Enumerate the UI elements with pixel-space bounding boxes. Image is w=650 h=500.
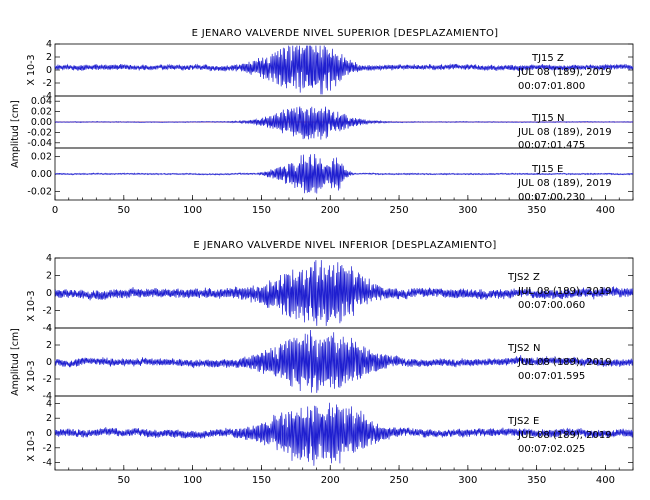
y-tick-label: 2 — [46, 340, 52, 351]
y-tick-label: 0.04 — [31, 96, 52, 107]
x-tick-label: 300 — [458, 475, 477, 486]
panel-upper-n: -0.04-0.020.000.020.04 TJ15 N JUL 08 (18… — [27, 95, 634, 151]
y-tick-label: -2 — [43, 374, 52, 385]
scale-label: X 10-3 — [26, 290, 37, 321]
y-tick-label: 2 — [46, 52, 52, 63]
waveform-line — [54, 329, 634, 393]
x-tick-label: 150 — [252, 205, 271, 216]
date-label: JUL 08 (189), 2019 — [517, 286, 612, 297]
y-ticks: -4 -2 0 2 4 — [43, 398, 633, 469]
y-tick-label: 4 — [46, 323, 52, 334]
y-tick-label: 0.00 — [31, 117, 52, 128]
y-tick-label: 4 — [46, 253, 52, 264]
x-axis-lower: 50 100 150 200 250 300 350 400 — [54, 465, 634, 486]
x-tick-label: 100 — [183, 475, 202, 486]
time-label: 00:07:02.025 — [518, 444, 585, 455]
date-label: JUL 08 (189), 2019 — [517, 430, 612, 441]
waveform-line — [54, 153, 634, 194]
date-label: JUL 08 (189), 2019 — [517, 178, 612, 189]
x-tick-label: 50 — [117, 205, 130, 216]
x-tick-label: 350 — [527, 475, 546, 486]
channel-label: TJ15 Z — [531, 53, 564, 64]
time-label: 00:07:01.595 — [518, 371, 585, 382]
y-tick-label: 4 — [46, 398, 52, 409]
waveform-trace — [55, 106, 634, 140]
time-label: 00:07:01.800 — [518, 81, 585, 92]
x-tick-label: 150 — [252, 475, 271, 486]
channel-label: TJS2 E — [507, 416, 539, 427]
x-tick-label: 250 — [390, 205, 409, 216]
waveform-line — [54, 260, 634, 326]
waveform-trace — [54, 329, 634, 393]
chart-title-lower: E JENARO VALVERDE NIVEL INFERIOR [DESPLA… — [193, 240, 496, 251]
chart-title-upper: E JENARO VALVERDE NIVEL SUPERIOR [DESPLA… — [192, 28, 499, 39]
waveform-trace — [54, 45, 634, 95]
y-tick-label: 0 — [46, 428, 52, 439]
y-tick-label: 0.00 — [31, 169, 52, 180]
x-tick-label: 300 — [458, 205, 477, 216]
y-tick-label: -4 — [43, 91, 52, 102]
panel-upper-z: X 10-3 -4 -2 0 2 4 TJ15 Z JUL 08 (189), 2019… — [26, 39, 634, 102]
y-tick-label: -4 — [43, 323, 52, 334]
y-tick-label: -2 — [43, 306, 52, 317]
x-tick-label: 400 — [596, 475, 615, 486]
y-tick-label: -2 — [43, 443, 52, 454]
waveform-trace — [54, 153, 634, 194]
y-tick-label: 0 — [46, 357, 52, 368]
waveform-trace — [54, 402, 634, 466]
date-label: JUL 08 (189), 2019 — [517, 127, 612, 138]
channel-label: TJS2 N — [507, 343, 540, 354]
waveform-trace — [54, 260, 634, 326]
y-tick-label: 4 — [46, 39, 52, 50]
date-label: JUL 08 (189), 2019 — [517, 67, 612, 78]
x-tick-label: 200 — [321, 205, 340, 216]
x-axis-upper: 0 50 100 150 200 250 300 350 400 — [52, 195, 634, 216]
y-tick-label: 2 — [46, 271, 52, 282]
scale-label: X 10-3 — [26, 360, 37, 391]
y-tick-label: 0 — [46, 65, 52, 76]
y-tick-label: -0.02 — [27, 186, 52, 197]
time-label: 00:07:00.230 — [518, 192, 585, 203]
x-tick-label: 100 — [183, 205, 202, 216]
time-label: 00:07:01.475 — [518, 140, 585, 151]
x-tick-label: 200 — [321, 475, 340, 486]
y-tick-label: -4 — [43, 458, 52, 469]
waveform-line — [55, 106, 634, 140]
scale-label: X 10-3 — [26, 54, 37, 85]
y-tick-label: -4 — [43, 391, 52, 402]
y-tick-label: 0.02 — [31, 152, 52, 163]
y-ticks: -4 -2 0 2 4 — [43, 39, 633, 102]
waveform-line — [54, 402, 634, 466]
x-tick-label: 0 — [52, 205, 58, 216]
x-tick-label: 50 — [117, 475, 130, 486]
x-tick-label: 250 — [390, 475, 409, 486]
y-tick-label: 0.02 — [31, 107, 52, 118]
y-tick-label: -0.04 — [27, 138, 52, 149]
x-tick-label: 350 — [527, 205, 546, 216]
channel-label: TJS2 Z — [507, 272, 540, 283]
y-axis-label-lower: Amplitud [cm] — [10, 328, 21, 396]
y-tick-label: 2 — [46, 413, 52, 424]
scale-label: X 10-3 — [26, 430, 37, 461]
channel-label: TJ15 E — [531, 164, 563, 175]
panel-lower-e: X 10-3 -4 -2 0 2 4 TJS2 E JUL 08 (189), 2019… — [26, 395, 634, 471]
time-label: 00:07:00.060 — [518, 300, 585, 311]
panel-lower-n: X 10-3 -4 -2 0 2 4 TJS2 N JUL 08 (189), 2019… — [26, 323, 634, 402]
y-tick-label: -2 — [43, 78, 52, 89]
panel-lower-z: X 10-3 -4 -2 0 2 4 TJS2 Z JUL 08 (189), 2019… — [26, 253, 634, 334]
y-axis-label-upper: Amplitud [cm] — [10, 100, 21, 168]
y-tick-label: -0.02 — [27, 127, 52, 138]
date-label: JUL 08 (189), 2019 — [517, 357, 612, 368]
channel-label: TJ15 N — [531, 113, 564, 124]
y-tick-label: 0 — [46, 288, 52, 299]
waveform-line — [54, 45, 634, 95]
x-tick-label: 400 — [596, 205, 615, 216]
panel-upper-e: -0.020.000.02 TJ15 E JUL 08 (189), 2019 … — [27, 147, 634, 203]
